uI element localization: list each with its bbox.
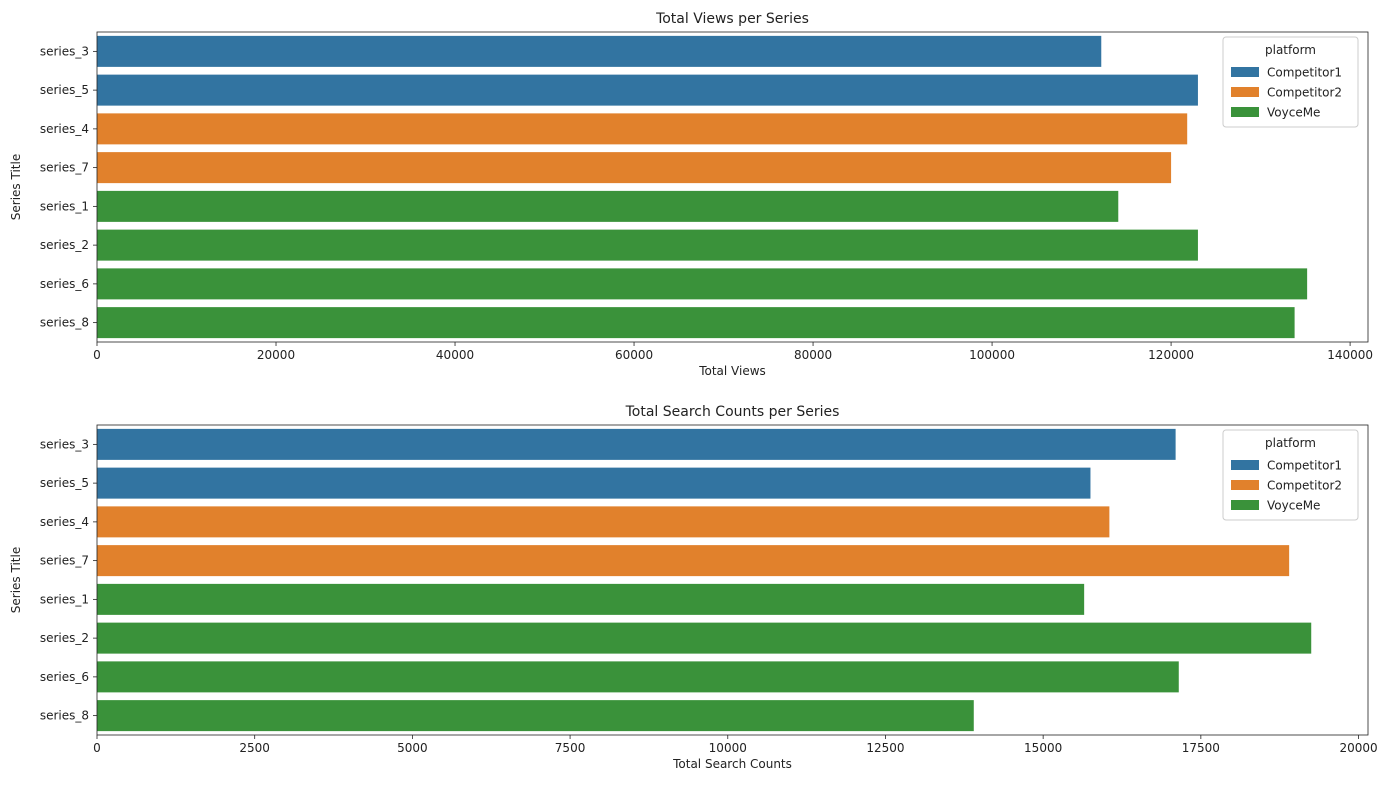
legend: platform Competitor1 Competitor2 VoyceMe	[1222, 36, 1359, 128]
y-tick-label: series_7	[40, 161, 89, 175]
legend-label: Competitor2	[1267, 479, 1342, 493]
legend-swatch-competitor2	[1231, 480, 1259, 490]
legend-title: platform	[1265, 436, 1316, 450]
y-tick-label: series_7	[40, 554, 89, 568]
x-tick-label: 120000	[1148, 348, 1194, 362]
bar-series_6	[97, 661, 1179, 693]
search-counts-chart: Total Search Counts per Series series_3se…	[9, 404, 1378, 771]
bar-series_4	[97, 506, 1110, 538]
x-tick-label: 17500	[1182, 741, 1220, 755]
x-tick-label: 0	[93, 348, 101, 362]
bar-series_8	[97, 307, 1295, 339]
x-tick-label: 140000	[1327, 348, 1373, 362]
legend-swatch-competitor1	[1231, 67, 1259, 77]
legend-swatch-competitor1	[1231, 460, 1259, 470]
legend: platform Competitor1 Competitor2 VoyceMe	[1222, 429, 1359, 521]
x-tick-label: 0	[93, 741, 101, 755]
y-tick-label: series_3	[40, 437, 89, 451]
y-axis-label: Series Title	[9, 547, 23, 613]
y-tick-label: series_2	[40, 631, 89, 645]
legend-label: Competitor2	[1267, 86, 1342, 100]
bar-series_2	[97, 622, 1312, 654]
x-tick-label: 2500	[239, 741, 270, 755]
x-tick-label: 40000	[436, 348, 474, 362]
bar-series_3	[97, 35, 1102, 67]
legend-box	[1222, 36, 1359, 128]
x-tick-label: 20000	[257, 348, 295, 362]
legend-label: Competitor1	[1267, 459, 1342, 473]
y-tick-label: series_8	[40, 709, 89, 723]
bar-series_8	[97, 700, 974, 732]
legend-label: Competitor1	[1267, 66, 1342, 80]
bar-series_3	[97, 428, 1176, 460]
x-tick-label: 7500	[555, 741, 586, 755]
y-tick-label: series_1	[40, 199, 89, 213]
bar-series_5	[97, 74, 1198, 106]
legend-title: platform	[1265, 43, 1316, 57]
views-chart: Total Views per Series series_3 series_5se…	[9, 11, 1373, 378]
x-tick-label: 10000	[709, 741, 747, 755]
x-tick-label: 100000	[969, 348, 1015, 362]
bar-series_1	[97, 190, 1119, 222]
y-tick-label: series_3	[40, 44, 89, 58]
y-axis-label: Series Title	[9, 154, 23, 220]
bar-series_6	[97, 268, 1308, 300]
y-tick-label: series_5	[40, 476, 89, 490]
bar-series_4	[97, 113, 1188, 145]
bar-series_2	[97, 229, 1198, 261]
legend-swatch-voyceme	[1231, 500, 1259, 510]
bar-series_5	[97, 467, 1091, 499]
y-tick-label: series_5	[40, 83, 89, 97]
legend-label: VoyceMe	[1267, 499, 1320, 513]
chart-title: Total Search Counts per Series	[625, 404, 840, 420]
legend-swatch-competitor2	[1231, 87, 1259, 97]
x-tick-label: 60000	[615, 348, 653, 362]
legend-label: VoyceMe	[1267, 106, 1320, 120]
legend-box	[1222, 429, 1359, 521]
y-tick-label: series_2	[40, 238, 89, 252]
x-tick-label: 80000	[794, 348, 832, 362]
y-tick-label: series_6	[40, 670, 89, 684]
bar-series_7	[97, 152, 1172, 184]
x-axis-label: Total Search Counts	[672, 757, 792, 771]
x-tick-label: 15000	[1024, 741, 1062, 755]
y-tick-label: series_6	[40, 277, 89, 291]
chart-title: Total Views per Series	[655, 11, 809, 27]
y-tick-label: series_1	[40, 592, 89, 606]
plot-frame	[96, 31, 1369, 343]
bar-series_7	[97, 545, 1290, 577]
x-tick-label: 20000	[1339, 741, 1377, 755]
legend-swatch-voyceme	[1231, 107, 1259, 117]
y-tick-label: series_4	[40, 122, 89, 136]
x-tick-label: 5000	[397, 741, 428, 755]
y-tick-label: series_4	[40, 515, 89, 529]
x-axis-label: Total Views	[698, 364, 766, 378]
bar-series_1	[97, 583, 1085, 615]
plot-frame	[96, 424, 1369, 736]
x-tick-label: 12500	[866, 741, 904, 755]
y-tick-label: series_8	[40, 316, 89, 330]
